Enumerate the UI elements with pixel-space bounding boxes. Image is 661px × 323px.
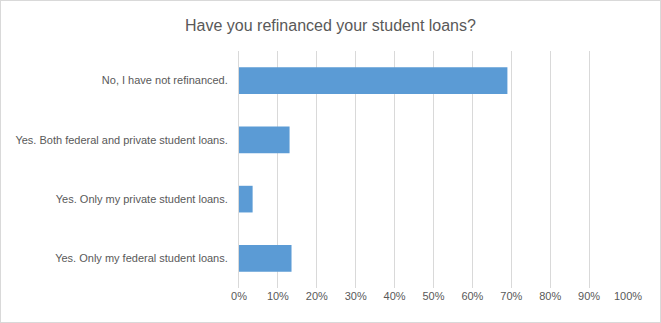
- svg-text:50%: 50%: [422, 290, 444, 302]
- svg-text:10%: 10%: [267, 290, 289, 302]
- svg-text:Yes. Only my private student l: Yes. Only my private student loans.: [56, 193, 228, 205]
- svg-text:Have you refinanced your stude: Have you refinanced your student loans?: [185, 17, 476, 34]
- svg-text:100%: 100%: [614, 290, 642, 302]
- svg-text:Yes. Both federal and private: Yes. Both federal and private student lo…: [15, 134, 227, 146]
- svg-text:90%: 90%: [578, 290, 600, 302]
- svg-text:20%: 20%: [306, 290, 328, 302]
- svg-text:30%: 30%: [345, 290, 367, 302]
- svg-text:60%: 60%: [461, 290, 483, 302]
- svg-text:40%: 40%: [384, 290, 406, 302]
- svg-text:Yes. Only my federal student l: Yes. Only my federal student loans.: [55, 252, 228, 264]
- svg-text:80%: 80%: [539, 290, 561, 302]
- svg-text:70%: 70%: [500, 290, 522, 302]
- svg-text:No, I have not refinanced.: No, I have not refinanced.: [102, 74, 228, 86]
- svg-text:0%: 0%: [231, 290, 247, 302]
